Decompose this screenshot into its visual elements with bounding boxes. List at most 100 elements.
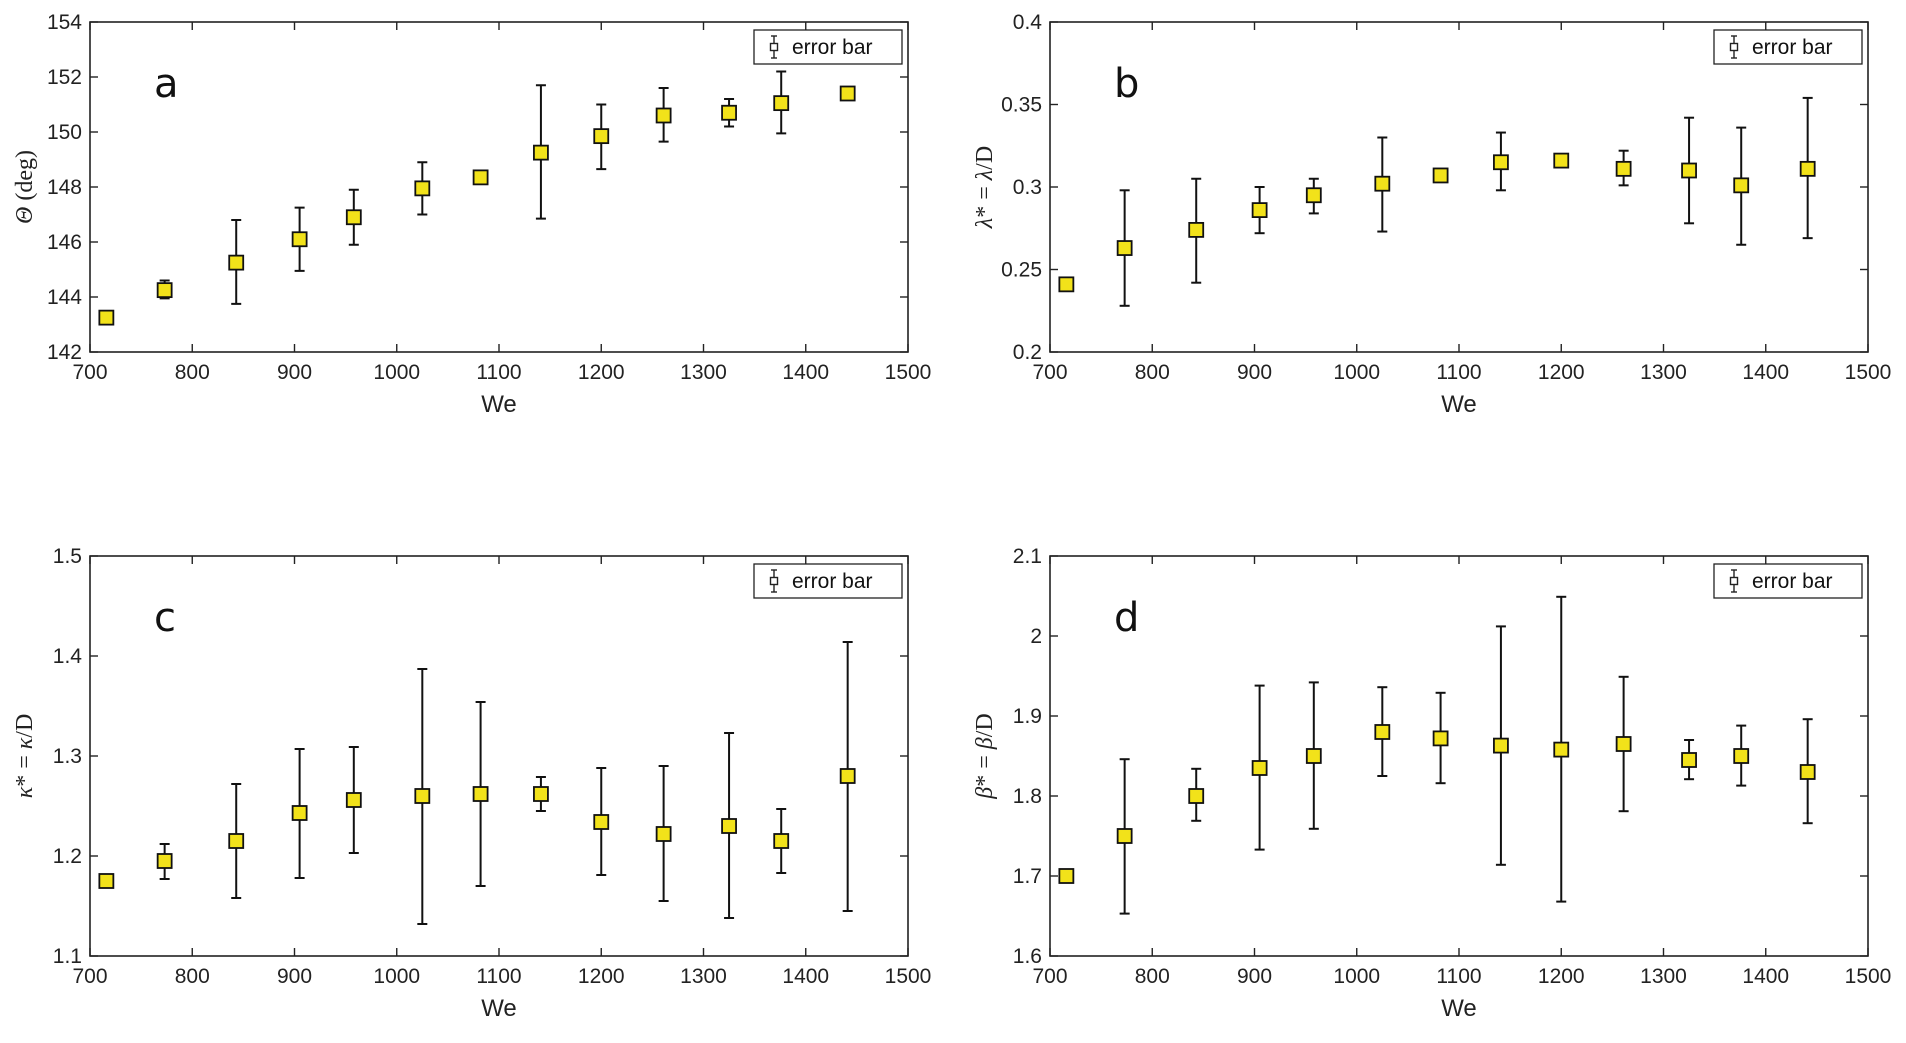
- plot-frame: [1049, 21, 1869, 353]
- y-axis-label-part: Θ: [12, 207, 38, 224]
- legend: error bar: [1713, 29, 1863, 65]
- panel-letter: d: [1114, 595, 1139, 641]
- x-tick-label: 1400: [782, 965, 829, 988]
- y-tick-label: 1.1: [53, 945, 82, 968]
- data-point: [1615, 149, 1632, 187]
- x-tick-label: 1300: [680, 965, 727, 988]
- data-point: [1188, 767, 1205, 822]
- x-tick-label: 1200: [1538, 361, 1585, 384]
- x-tick-label: 700: [72, 965, 107, 988]
- x-tick-label: 900: [277, 361, 312, 384]
- data-marker: [1188, 221, 1205, 238]
- data-point: [1432, 167, 1449, 184]
- y-tick-label: 2.1: [1013, 545, 1042, 568]
- y-axis-label-part: * =: [972, 749, 998, 787]
- x-tick-label: 1300: [1640, 965, 1687, 988]
- x-tick-label: 1000: [373, 965, 420, 988]
- x-axis-label: We: [481, 391, 517, 418]
- data-point: [414, 161, 431, 216]
- x-tick-label: 1300: [1640, 361, 1687, 384]
- data-point: [533, 776, 549, 812]
- panel-letter: c: [154, 595, 176, 641]
- x-tick-label: 900: [1237, 965, 1272, 988]
- x-tick-label: 1500: [1845, 965, 1892, 988]
- data-marker: [1116, 828, 1133, 844]
- data-marker: [773, 833, 790, 849]
- data-point: [1116, 189, 1133, 307]
- data-marker: [228, 254, 245, 271]
- data-point: [1305, 177, 1322, 215]
- x-tick-label: 1000: [1333, 965, 1380, 988]
- x-tick-label: 800: [175, 965, 210, 988]
- data-point: [773, 808, 790, 874]
- plot-frame: [1049, 555, 1869, 957]
- data-marker: [156, 282, 173, 299]
- y-tick-label: 1.7: [1013, 865, 1042, 888]
- y-axis-label: β* = β/D: [972, 713, 998, 799]
- data-point: [1058, 868, 1075, 884]
- x-tick-label: 1300: [680, 361, 727, 384]
- data-marker: [1305, 748, 1322, 764]
- panel-d: 700 800 900 1000 1100 1200 1300 1400 1500 1.6 1.7 1…: [972, 545, 1891, 1022]
- data-point: [291, 206, 308, 272]
- data-point: [472, 169, 489, 186]
- legend-marker: [1729, 42, 1739, 52]
- data-marker: [533, 786, 549, 802]
- legend: error bar: [1713, 563, 1863, 599]
- data-point: [1251, 684, 1268, 851]
- x-tick-label: 700: [1032, 965, 1067, 988]
- data-marker: [533, 144, 549, 161]
- data-point: [721, 98, 737, 128]
- y-tick-label: 154: [47, 11, 82, 34]
- y-axis-label-part: λ: [972, 170, 998, 181]
- y-tick-label: 0.2: [1013, 341, 1042, 364]
- data-marker: [1799, 764, 1816, 780]
- data-point: [1058, 276, 1075, 293]
- data-marker: [1058, 276, 1075, 293]
- plot-frame: [89, 21, 909, 353]
- data-point: [1553, 152, 1570, 169]
- panel-c: 700 800 900 1000 1100 1200 1300 1400 1500 1.1 1.2 1…: [12, 545, 931, 1022]
- data-point: [1116, 758, 1133, 915]
- legend: error bar: [753, 29, 903, 65]
- data-marker: [1681, 752, 1697, 768]
- y-tick-label: 1.4: [53, 645, 83, 668]
- data-point: [228, 219, 245, 305]
- y-tick-label: 0.4: [1013, 11, 1043, 34]
- data-point: [472, 701, 489, 887]
- data-marker: [1116, 240, 1133, 256]
- data-point: [1305, 681, 1322, 830]
- data-point: [156, 843, 173, 880]
- x-tick-label: 1100: [1436, 361, 1481, 384]
- data-marker: [472, 786, 489, 802]
- data-marker: [1305, 187, 1322, 204]
- data-marker: [721, 104, 737, 121]
- data-marker: [593, 814, 610, 830]
- legend-label: error bar: [1752, 570, 1833, 593]
- x-axis-label: We: [1441, 391, 1477, 418]
- data-marker: [156, 853, 173, 869]
- x-tick-label: 1100: [476, 361, 521, 384]
- x-tick-label: 800: [1135, 965, 1170, 988]
- data-point: [98, 309, 115, 326]
- y-tick-label: 1.5: [53, 545, 82, 568]
- y-tick-label: 1.2: [53, 845, 82, 868]
- y-axis-label-part: * =: [972, 180, 998, 218]
- data-point: [1733, 126, 1750, 246]
- y-tick-label: 146: [47, 231, 82, 254]
- data-point: [98, 873, 115, 889]
- y-axis-label-part: /D: [972, 713, 998, 737]
- x-tick-label: 1000: [373, 361, 420, 384]
- data-marker: [1681, 162, 1697, 179]
- data-point: [839, 85, 856, 102]
- panel-b: 700 800 900 1000 1100 1200 1300 1400 1500 0.2 0.25…: [972, 11, 1891, 418]
- legend-box: [753, 563, 903, 599]
- y-tick-label: 1.6: [1013, 945, 1042, 968]
- legend-marker: [769, 42, 779, 52]
- data-marker: [1374, 175, 1391, 192]
- y-axis-label-part: κ: [12, 786, 38, 798]
- data-point: [1553, 595, 1570, 903]
- x-tick-label: 1400: [1742, 361, 1789, 384]
- panel-a: 700 800 900 1000 1100 1200 1300 1400 1500 142 144 1…: [12, 11, 931, 418]
